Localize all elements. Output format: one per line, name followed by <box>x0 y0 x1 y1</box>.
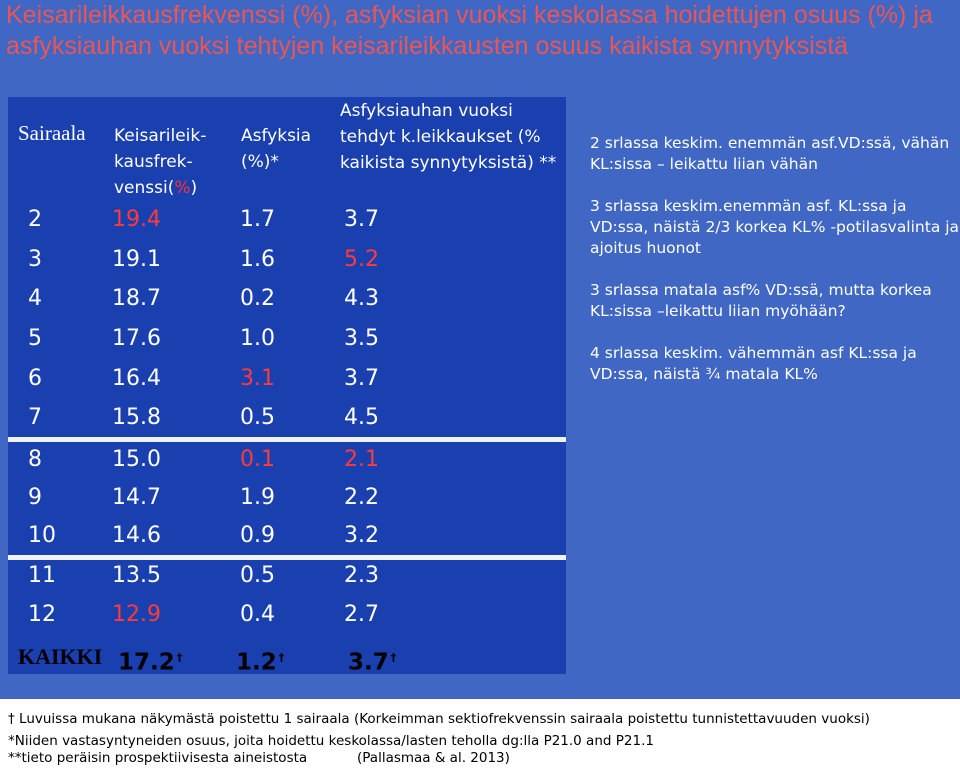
cell-auha: 3.7 <box>344 366 379 391</box>
header-keisarileikkausfrekvenssi: Keisarileik- kausfrek- venssi(%) <box>114 126 207 198</box>
cell-ks: 18.7 <box>112 286 161 311</box>
table-separator <box>8 555 566 560</box>
cell-id: 4 <box>28 286 42 311</box>
page-title: Keisarileikkausfrekvenssi (%), asfyksian… <box>6 1 933 60</box>
cell-ks: 14.6 <box>112 523 161 548</box>
header-asfyksiauha: Asfyksiauhan vuoksi tehdyt k.leikkaukset… <box>340 101 557 173</box>
cell-asf: 0.4 <box>240 602 275 627</box>
note-item: 3 srlassa keskim.enemmän asf. KL:ssa ja … <box>590 197 960 257</box>
cell-id: 2 <box>28 207 42 232</box>
cell-id: 3 <box>28 247 42 272</box>
cell-auha: 5.2 <box>344 247 379 272</box>
note-item: 4 srlassa keskim. vähemmän asf KL:ssa ja… <box>590 344 917 383</box>
cell-id: 11 <box>28 563 56 588</box>
cell-ks: 16.4 <box>112 366 161 391</box>
table-row: 10 14.6 0.9 3.2 <box>8 517 566 555</box>
total-keisarileikkaus: 17.2 † <box>118 649 183 676</box>
header-sairaala: Sairaala <box>18 121 86 145</box>
cell-id: 8 <box>28 447 42 472</box>
note-item: 3 srlassa matala asf% VD:ssä, mutta kork… <box>590 281 932 320</box>
cell-id: 9 <box>28 485 42 510</box>
cell-auha: 2.1 <box>344 447 379 472</box>
table-row: 9 14.7 1.9 2.2 <box>8 479 566 517</box>
cell-asf: 1.7 <box>240 207 275 232</box>
cell-asf: 1.0 <box>240 326 275 351</box>
cell-id: 6 <box>28 366 42 391</box>
cell-auha: 3.2 <box>344 523 379 548</box>
cell-auha: 2.3 <box>344 563 379 588</box>
footnote-double-asterisk: **tieto peräisin prospektiivisesta ainei… <box>8 750 308 766</box>
cell-auha: 3.5 <box>344 326 379 351</box>
table-total-row: KAIKKI 17.2 † 1.2 † 3.7 † <box>8 637 566 676</box>
interpretation-notes: 2 srlassa keskim. enemmän asf.VD:ssä, vä… <box>590 133 960 406</box>
header-asfyksia: Asfyksia (%)* <box>241 126 312 172</box>
cell-auha: 4.3 <box>344 286 379 311</box>
cell-asf: 1.9 <box>240 485 275 510</box>
cell-id: 12 <box>28 602 56 627</box>
total-asfyksia: 1.2 † <box>236 649 285 676</box>
reference: (Pallasmaa & al. 2013) <box>357 750 510 766</box>
table-separator <box>8 437 566 442</box>
cell-asf: 0.2 <box>240 286 275 311</box>
cell-ks: 13.5 <box>112 563 161 588</box>
table-row: 12 12.9 0.4 2.7 <box>8 596 566 634</box>
cell-id: 10 <box>28 523 56 548</box>
table-row: 7 15.8 0.5 4.5 <box>8 399 566 437</box>
cell-auha: 2.2 <box>344 485 379 510</box>
cell-ks: 19.4 <box>112 207 161 232</box>
cell-ks: 19.1 <box>112 247 161 272</box>
note-item: 2 srlassa keskim. enemmän asf.VD:ssä, vä… <box>590 134 950 173</box>
total-asfyksiauha: 3.7 † <box>348 649 397 676</box>
table-row: 8 15.0 0.1 2.1 <box>8 441 566 479</box>
cell-id: 7 <box>28 405 42 430</box>
total-label: KAIKKI <box>18 644 103 669</box>
table-row: 3 19.1 1.6 5.2 <box>8 241 566 279</box>
footnote-asterisk: *Niiden vastasyntyneiden osuus, joita ho… <box>8 733 654 749</box>
cell-ks: 15.8 <box>112 405 161 430</box>
cell-auha: 2.7 <box>344 602 379 627</box>
cell-ks: 17.6 <box>112 326 161 351</box>
cell-asf: 0.5 <box>240 405 275 430</box>
cell-auha: 4.5 <box>344 405 379 430</box>
cell-asf: 1.6 <box>240 247 275 272</box>
footnotes: † Luvuissa mukana näkymästä poistettu 1 … <box>0 699 960 769</box>
footnote-dagger: † Luvuissa mukana näkymästä poistettu 1 … <box>8 711 870 727</box>
cell-ks: 12.9 <box>112 602 161 627</box>
cell-ks: 15.0 <box>112 447 161 472</box>
table-row: 6 16.4 3.1 3.7 <box>8 360 566 398</box>
cell-asf: 0.1 <box>240 447 275 472</box>
table-row: 11 13.5 0.5 2.3 <box>8 557 566 595</box>
cell-ks: 14.7 <box>112 485 161 510</box>
cell-asf: 0.9 <box>240 523 275 548</box>
cell-id: 5 <box>28 326 42 351</box>
cell-auha: 3.7 <box>344 207 379 232</box>
table-row: 2 19.4 1.7 3.7 <box>8 201 566 239</box>
cell-asf: 3.1 <box>240 366 275 391</box>
table-row: 5 17.6 1.0 3.5 <box>8 320 566 358</box>
table-row: 4 18.7 0.2 4.3 <box>8 280 566 318</box>
data-table: Sairaala Keisarileik- kausfrek- venssi(%… <box>8 97 566 676</box>
cell-asf: 0.5 <box>240 563 275 588</box>
